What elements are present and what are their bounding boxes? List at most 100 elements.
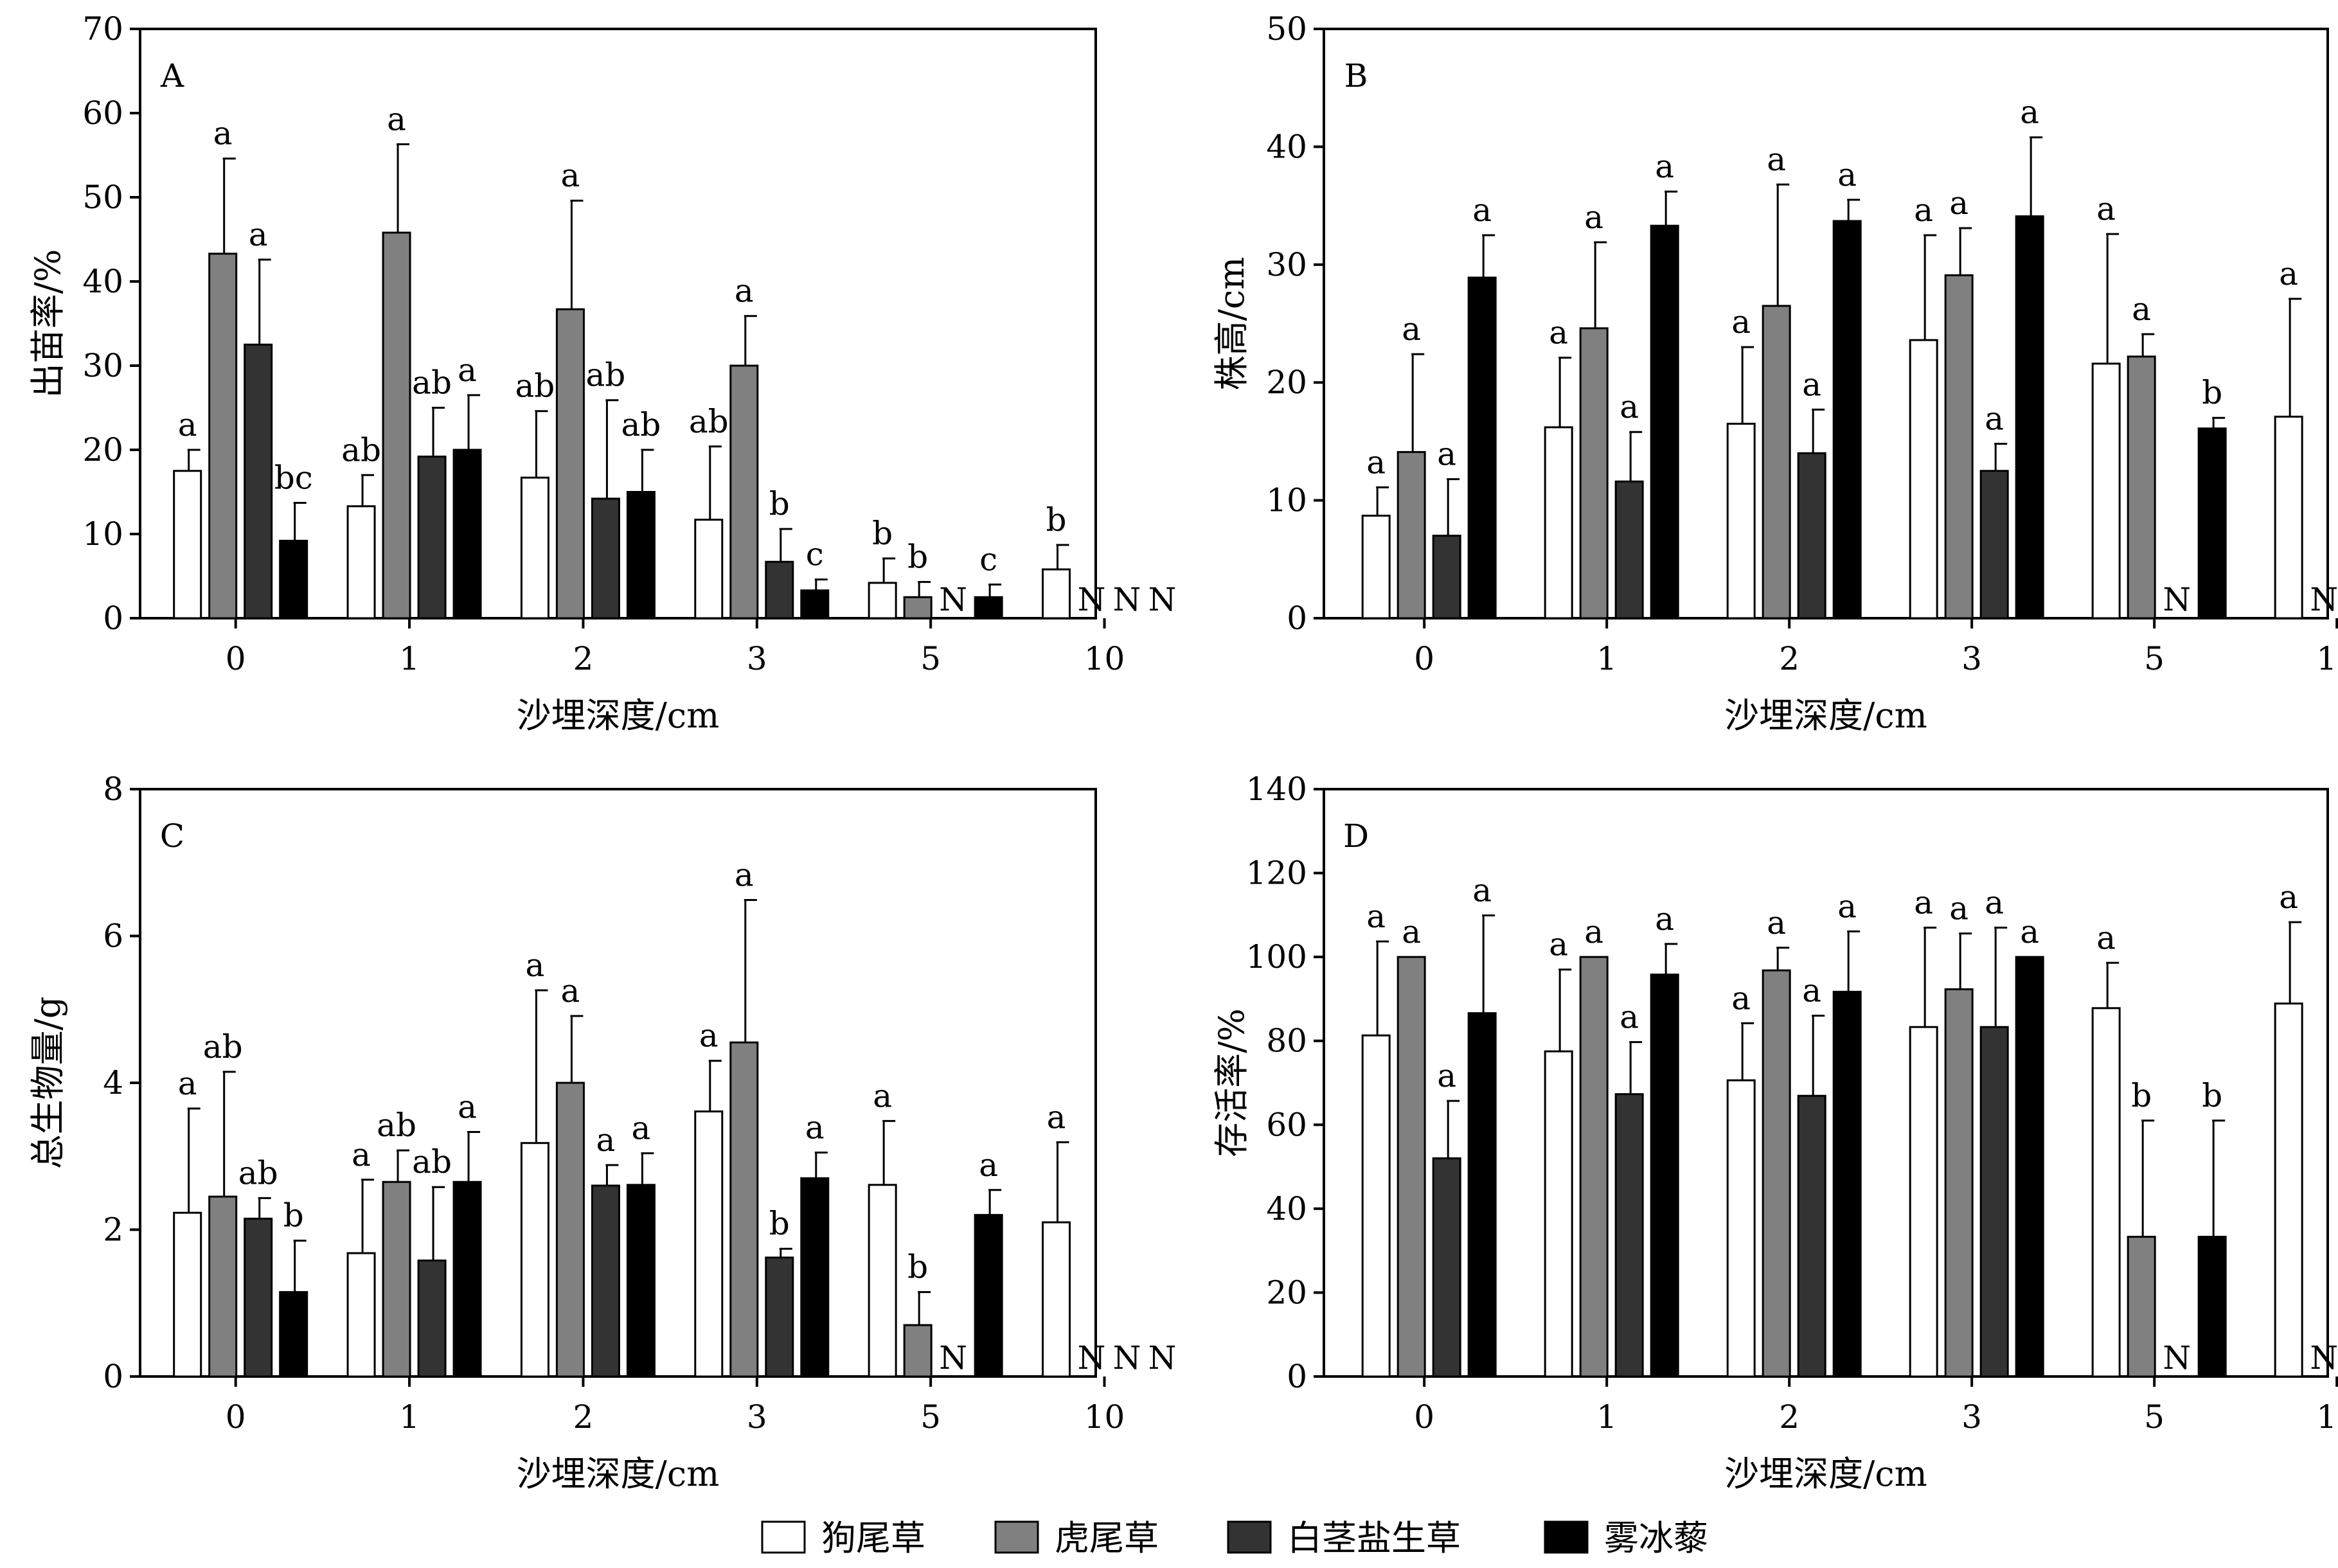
significance-label: a — [2096, 190, 2116, 227]
x-axis-title: 沙埋深度/cm — [1724, 1454, 1927, 1494]
bar — [244, 1217, 273, 1378]
bar — [346, 505, 376, 619]
bar — [694, 519, 724, 619]
bar — [2015, 956, 2044, 1378]
y-tick-label: 10 — [1266, 482, 1307, 519]
y-tick-label: 0 — [103, 600, 123, 637]
significance-label: b — [769, 1205, 790, 1242]
bar — [591, 497, 620, 619]
significance-label: a — [596, 1121, 616, 1159]
significance-label: a — [1437, 436, 1456, 473]
bar — [417, 455, 447, 619]
missing-marker: N — [2163, 581, 2191, 618]
significance-label: a — [387, 100, 406, 138]
significance-label: ab — [515, 368, 555, 405]
x-tick-label: 10 — [1084, 640, 1125, 677]
significance-label: a — [1402, 913, 1421, 950]
y-tick-label: 0 — [1287, 1358, 1307, 1395]
bar — [1979, 1026, 2009, 1378]
x-tick-label: 3 — [1961, 640, 1982, 677]
significance-label: a — [352, 1136, 371, 1173]
significance-label: a — [1620, 999, 1639, 1036]
significance-label: a — [1767, 904, 1786, 941]
significance-label: a — [1655, 148, 1674, 185]
bar — [626, 491, 656, 619]
legend-label: 雾冰藜 — [1604, 1518, 1708, 1558]
significance-label: a — [1366, 898, 1386, 935]
bar — [173, 1211, 202, 1378]
y-tick-label: 70 — [82, 10, 123, 48]
bar — [279, 1291, 308, 1378]
bar — [1432, 535, 1461, 619]
bar — [1797, 452, 1826, 619]
significance-label: a — [1584, 913, 1603, 950]
bar — [1544, 1050, 1573, 1378]
significance-label: a — [2096, 919, 2116, 956]
bar — [2091, 1007, 2121, 1378]
significance-label: a — [561, 157, 580, 194]
x-tick-label: 5 — [2144, 640, 2164, 677]
significance-label: a — [1949, 184, 1968, 222]
panel-b: 010203040500123510沙埋深度/cm株高/cmBaaaaaaaaa… — [1211, 10, 2338, 736]
x-tick-label: 0 — [226, 640, 246, 677]
bar — [382, 1180, 411, 1378]
x-tick-label: 3 — [1961, 1398, 1982, 1436]
significance-label: a — [1837, 887, 1857, 925]
panel-letter: B — [1344, 57, 1368, 94]
bar — [591, 1184, 620, 1378]
bar — [1579, 327, 1609, 619]
y-axis-title: 株高/cm — [1211, 257, 1252, 391]
significance-label: a — [699, 1017, 718, 1055]
y-tick-label: 30 — [1266, 246, 1307, 283]
panel-letter: D — [1343, 817, 1369, 855]
bar — [244, 343, 273, 619]
significance-label: b — [1046, 501, 1067, 539]
significance-label: a — [458, 1089, 477, 1126]
bar — [279, 539, 308, 619]
bar — [1944, 274, 1974, 619]
bar — [1944, 988, 1974, 1378]
bar — [1909, 1026, 1938, 1378]
significance-label: a — [1584, 199, 1603, 236]
significance-label: a — [2279, 878, 2298, 916]
bar — [729, 364, 759, 619]
x-tick-label: 1 — [1596, 1398, 1617, 1436]
significance-label: b — [872, 515, 893, 552]
x-tick-label: 2 — [1779, 1398, 1799, 1436]
significance-label: a — [1437, 1057, 1456, 1094]
y-tick-label: 30 — [82, 347, 123, 384]
bar — [520, 476, 549, 619]
significance-label: a — [1655, 900, 1674, 938]
significance-label: a — [1549, 314, 1568, 352]
bar — [346, 1252, 376, 1378]
significance-label: a — [249, 216, 268, 253]
bar — [1544, 426, 1573, 619]
bar — [903, 596, 933, 619]
significance-label: a — [1949, 890, 1968, 927]
bar — [1579, 956, 1609, 1378]
x-tick-label: 10 — [1084, 1398, 1125, 1436]
significance-label: a — [1472, 192, 1492, 229]
significance-label: ab — [621, 406, 661, 443]
x-tick-label: 2 — [573, 640, 594, 677]
x-tick-label: 0 — [1414, 1398, 1434, 1436]
y-axis-title: 总生物量/g — [28, 997, 68, 1170]
significance-label: c — [979, 541, 997, 578]
significance-label: a — [458, 352, 477, 389]
x-tick-label: 5 — [2144, 1398, 2164, 1436]
significance-label: b — [283, 1197, 304, 1234]
x-tick-label: 2 — [573, 1398, 594, 1436]
x-tick-label: 0 — [1414, 640, 1434, 677]
bar — [1432, 1157, 1461, 1378]
bar — [626, 1184, 656, 1378]
bar — [2197, 1236, 2227, 1378]
bar — [1650, 974, 1679, 1378]
x-axis-title: 沙埋深度/cm — [517, 1454, 720, 1494]
bar — [1979, 470, 2009, 619]
y-tick-label: 100 — [1246, 938, 1307, 976]
significance-label: a — [178, 406, 197, 443]
bar — [2091, 362, 2121, 619]
